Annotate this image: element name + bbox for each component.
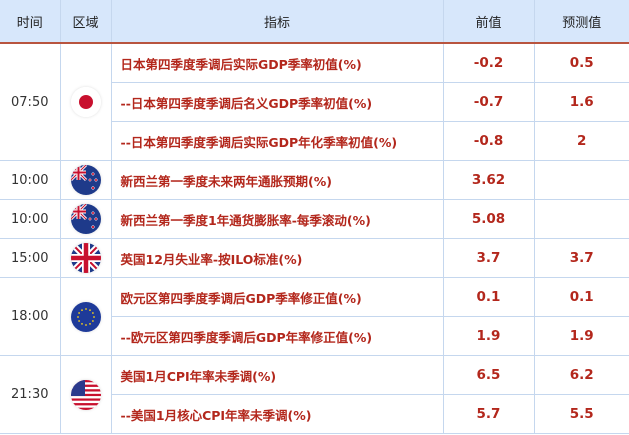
forecast-value: 0.5: [533, 42, 629, 83]
indicator-cell[interactable]: --日本第四季度季调后实际GDP年化季率初值(%): [110, 121, 444, 161]
previous-value: 1.9: [442, 316, 535, 356]
uk-flag-icon: [70, 243, 101, 273]
usa-flag-icon: [70, 379, 101, 410]
forecast-value: 3.7: [533, 238, 629, 278]
table-row: 10:00 新西兰第一季度未来两年通胀预期(%) 3.62: [0, 160, 629, 200]
region-cell: [59, 238, 112, 278]
time-cell: 18:00: [0, 277, 61, 356]
forecast-value: 1.9: [533, 316, 629, 356]
previous-value: 5.08: [442, 199, 535, 239]
indicator-cell[interactable]: --日本第四季度季调后名义GDP季率初值(%): [110, 82, 444, 122]
new-zealand-flag-icon: [70, 204, 101, 234]
time-cell: 15:00: [0, 238, 61, 278]
header-row: 时间 区域 指标 前值 预测值: [0, 0, 629, 44]
indicator-cell[interactable]: --欧元区第四季度季调后GDP年率修正值(%): [110, 316, 444, 356]
region-cell: [59, 199, 112, 239]
region-cell: [59, 355, 112, 434]
table-row: --日本第四季度季调后实际GDP年化季率初值(%) -0.8 2: [0, 121, 629, 161]
time-cell: 10:00: [0, 199, 61, 239]
forecast-value: 5.5: [533, 394, 629, 434]
indicator-cell[interactable]: 美国1月CPI年率未季调(%): [110, 355, 444, 395]
forecast-value: 2: [533, 121, 629, 161]
indicator-cell[interactable]: 新西兰第一季度1年通货膨胀率-每季滚动(%): [110, 199, 444, 239]
previous-value: 6.5: [442, 355, 535, 395]
forecast-value: [533, 199, 629, 239]
indicator-cell[interactable]: 新西兰第一季度未来两年通胀预期(%): [110, 160, 444, 200]
table-row: 18:00 欧元区第四季度季调后GDP季率修正值(%) 0.1 0.1: [0, 277, 629, 356]
header-time: 时间: [0, 0, 60, 44]
region-cell: [59, 160, 112, 200]
table-row: --欧元区第四季度季调后GDP年率修正值(%) 1.9 1.9: [0, 316, 629, 356]
time-cell: 07:50: [0, 42, 61, 161]
indicator-cell[interactable]: 英国12月失业率-按ILO标准(%): [110, 238, 444, 278]
forecast-value: 0.1: [533, 277, 629, 317]
header-forecast: 预测值: [533, 0, 629, 44]
table-row: 07:50 日本第四季度季调后实际GDP季率初值(%) -0.2 0.5: [0, 42, 629, 161]
eu-flag-icon: [70, 301, 101, 332]
time-cell: 10:00: [0, 160, 61, 200]
table-row: --美国1月核心CPI年率未季调(%) 5.7 5.5: [0, 394, 629, 434]
table-row: --日本第四季度季调后名义GDP季率初值(%) -0.7 1.6: [0, 82, 629, 122]
indicator-cell[interactable]: 欧元区第四季度季调后GDP季率修正值(%): [110, 277, 444, 317]
previous-value: -0.8: [442, 121, 535, 161]
new-zealand-flag-icon: [70, 165, 101, 195]
forecast-value: 6.2: [533, 355, 629, 395]
table-row: 10:00 新西兰第一季度1年通货膨胀率-每季滚动(%) 5.08: [0, 199, 629, 239]
previous-value: 0.1: [442, 277, 535, 317]
table-row: 21:30 美国1月CPI年率未季调(%) 6.5 6.2: [0, 355, 629, 434]
indicator-cell[interactable]: 日本第四季度季调后实际GDP季率初值(%): [110, 42, 444, 83]
forecast-value: 1.6: [533, 82, 629, 122]
previous-value: 3.62: [442, 160, 535, 200]
header-indicator: 指标: [110, 0, 443, 44]
japan-flag-icon: [70, 87, 101, 117]
time-cell: 21:30: [0, 355, 61, 434]
previous-value: 3.7: [442, 238, 535, 278]
previous-value: 5.7: [442, 394, 535, 434]
region-cell: [59, 277, 112, 356]
forecast-value: [533, 160, 629, 200]
previous-value: -0.7: [442, 82, 535, 122]
header-previous: 前值: [442, 0, 534, 44]
header-region: 区域: [59, 0, 111, 44]
table-row: 15:00 英国12月失业率-按ILO标准(%) 3.7 3.7: [0, 238, 629, 278]
indicator-cell[interactable]: --美国1月核心CPI年率未季调(%): [110, 394, 444, 434]
region-cell: [59, 42, 112, 161]
previous-value: -0.2: [442, 42, 535, 83]
